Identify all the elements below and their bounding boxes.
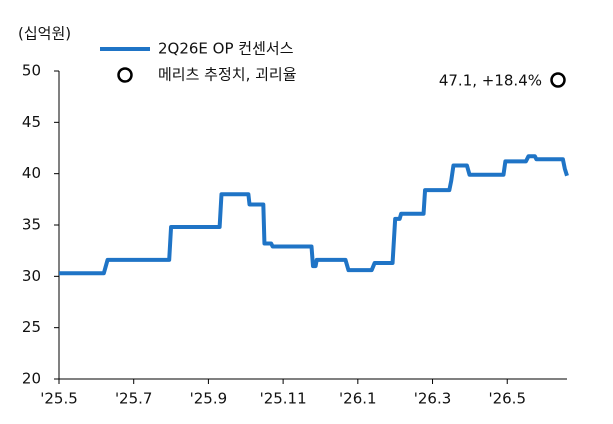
x-tick-label: '25.7 — [115, 390, 153, 408]
x-tick-label: '26.1 — [339, 390, 377, 408]
y-tick-label: 45 — [22, 113, 41, 131]
legend-label: 2Q26E OP 컨센서스 — [158, 40, 294, 58]
legend-marker — [117, 67, 133, 83]
legend-label: 메리츠 추정치, 괴리율 — [158, 66, 297, 84]
x-tick-label: '26.3 — [414, 390, 452, 408]
y-tick-label: 50 — [22, 62, 41, 80]
estimate-marker — [550, 72, 566, 88]
y-tick-label: 20 — [22, 370, 41, 388]
x-tick-label: '25.9 — [190, 390, 228, 408]
y-tick-label: 30 — [22, 267, 41, 285]
y-unit-label: (십억원) — [18, 25, 71, 43]
y-tick-label: 40 — [22, 164, 41, 182]
series-line — [59, 154, 569, 276]
y-tick-label: 25 — [22, 318, 41, 336]
annotation: 47.1, +18.4% — [439, 72, 542, 90]
x-tick-label: '25.11 — [260, 390, 307, 408]
y-tick-label: 35 — [22, 216, 41, 234]
x-tick-label: '25.5 — [40, 390, 78, 408]
x-tick-label: '26.5 — [488, 390, 526, 408]
